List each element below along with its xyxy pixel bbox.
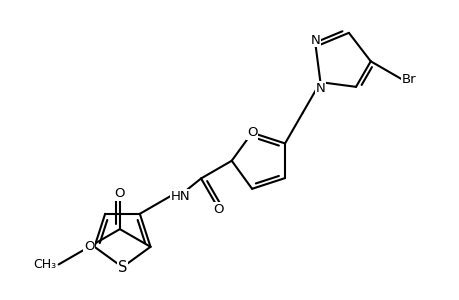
Text: N: N [315, 82, 325, 95]
Text: HN: HN [170, 190, 190, 202]
Text: O: O [114, 187, 125, 200]
Text: CH₃: CH₃ [34, 258, 56, 271]
Text: O: O [246, 126, 257, 139]
Text: O: O [213, 202, 224, 216]
Text: S: S [118, 260, 127, 275]
Text: Br: Br [401, 73, 415, 85]
Text: N: N [310, 34, 320, 46]
Text: O: O [84, 240, 94, 253]
